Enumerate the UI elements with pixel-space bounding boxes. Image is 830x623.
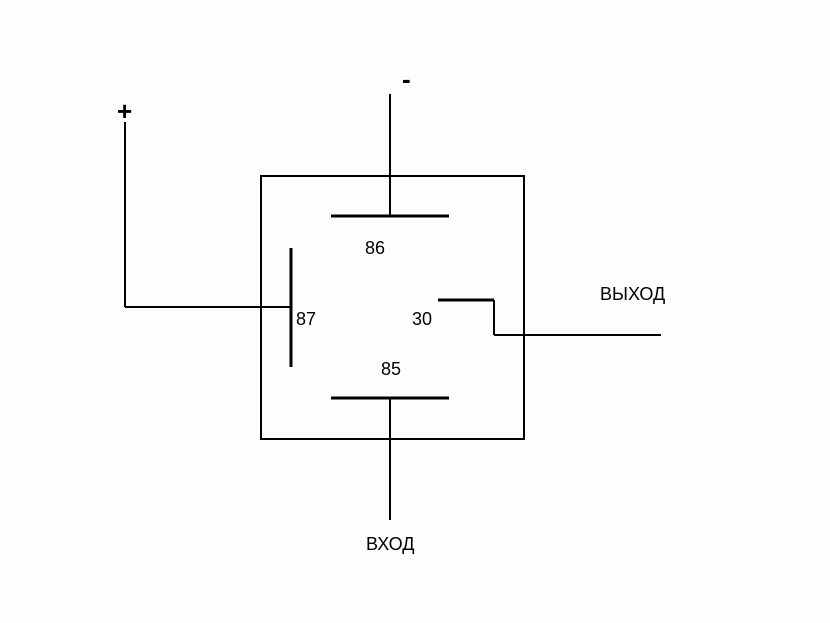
- terminal-87-label: 87: [296, 309, 316, 330]
- terminal-86-label: 86: [365, 238, 385, 259]
- input-label: ВХОД: [366, 534, 414, 555]
- plus-label: +: [117, 96, 132, 127]
- terminal-85-label: 85: [381, 359, 401, 380]
- output-label: ВЫХОД: [600, 284, 665, 305]
- minus-label: -: [402, 64, 411, 95]
- terminal-30-label: 30: [412, 309, 432, 330]
